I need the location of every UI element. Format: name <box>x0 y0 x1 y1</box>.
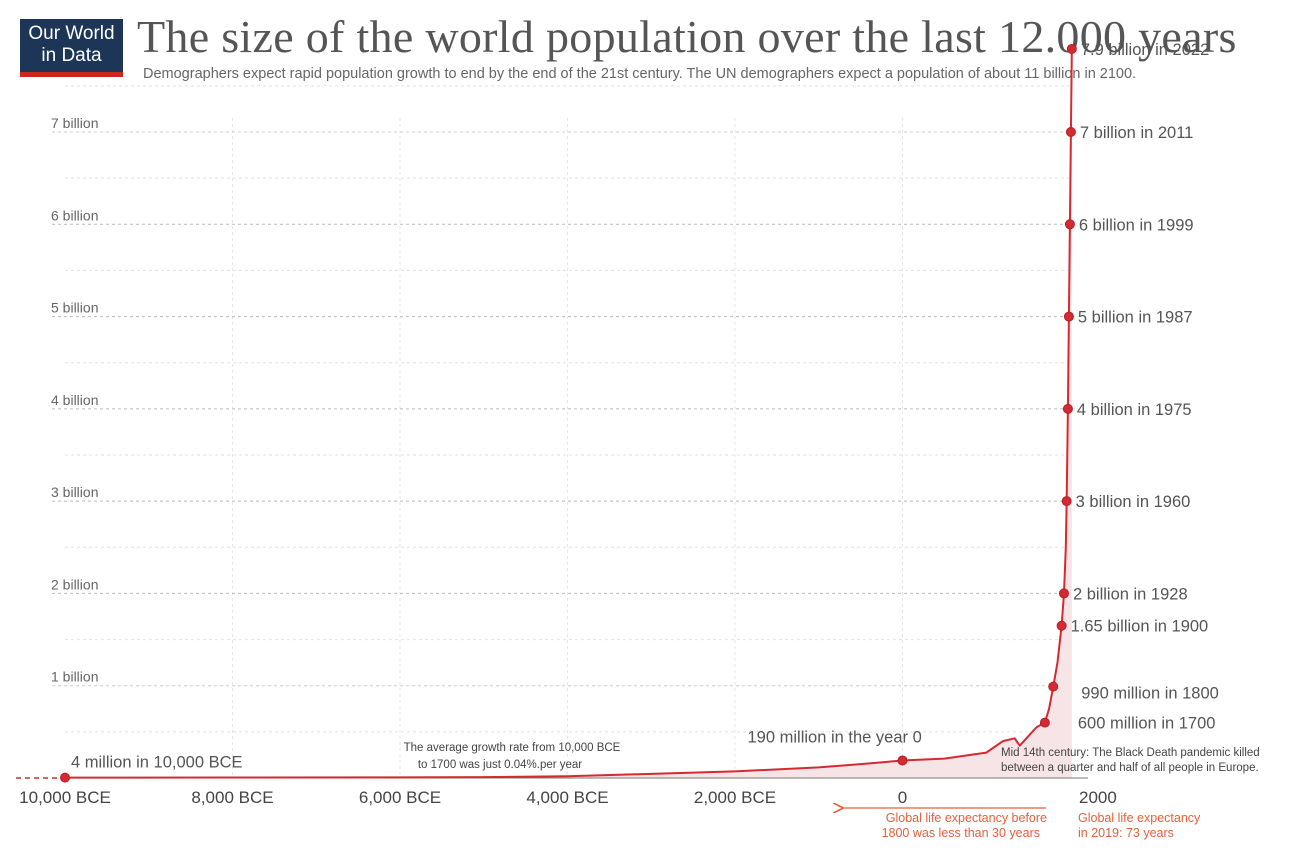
data-point-label: 600 million in 1700 <box>1078 715 1216 733</box>
data-point <box>1048 681 1059 692</box>
data-point-label: 190 million in the year 0 <box>748 728 922 746</box>
y-tick-label: 3 billion <box>51 484 98 500</box>
data-point <box>1058 588 1069 599</box>
x-tick-label: 6,000 BCE <box>359 788 441 807</box>
data-point-label: 1.65 billion in 1900 <box>1071 618 1209 636</box>
point-labels: 4 million in 10,000 BCE 190 million in th… <box>71 41 1219 772</box>
chart-title: The size of the world population over th… <box>137 11 1237 62</box>
series-line <box>64 48 1073 779</box>
y-tick-label: 4 billion <box>51 392 98 408</box>
growth-note-line-1: The average growth rate from 10,000 BCE <box>404 742 621 754</box>
x-tick-label: 10,000 BCE <box>19 788 111 807</box>
data-point <box>1039 717 1050 728</box>
data-point <box>1062 403 1073 414</box>
data-point-label: 2 billion in 1928 <box>1073 585 1188 603</box>
data-point <box>897 755 908 766</box>
y-tick-label: 1 billion <box>51 669 98 685</box>
x-tick-label: 2000 <box>1079 788 1117 807</box>
data-point <box>1063 311 1074 322</box>
logo-line-1: Our World <box>28 23 115 44</box>
data-point <box>1056 620 1067 631</box>
data-point-label: 3 billion in 1960 <box>1076 493 1191 511</box>
y-tick-label: 5 billion <box>51 300 98 316</box>
population-line <box>64 48 1073 779</box>
growth-note-line-2: to 1700 was just 0.04%.per year <box>418 759 582 771</box>
x-tick-label: 8,000 BCE <box>191 788 273 807</box>
data-point <box>1061 496 1072 507</box>
points <box>60 43 1077 783</box>
life-2019-line-1: Global life expectancy <box>1078 811 1201 825</box>
axes: 1 billion 2 billion 3 billion 4 billion 5 bi… <box>16 115 1117 807</box>
plague-note-line-2: between a quarter and half of all people… <box>1001 762 1259 774</box>
chart-subtitle: Demographers expect rapid population gro… <box>143 66 1137 82</box>
data-point <box>60 772 70 783</box>
y-tick-label: 2 billion <box>51 576 98 592</box>
data-point <box>1066 43 1077 54</box>
y-tick-label: 7 billion <box>51 115 98 131</box>
data-point-label: 7.9 billion in 2022 <box>1081 41 1209 59</box>
owid-logo: Our World in Data <box>20 19 123 77</box>
data-point-label: 4 billion in 1975 <box>1077 401 1192 419</box>
plague-note-line-1: Mid 14th century: The Black Death pandem… <box>1001 747 1260 759</box>
y-tick-label: 6 billion <box>51 207 98 223</box>
area-fill <box>65 48 1072 778</box>
annotations: The average growth rate from 10,000 BCE … <box>404 742 1260 840</box>
data-point-label: 4 million in 10,000 BCE <box>71 754 243 772</box>
data-point <box>1065 127 1076 137</box>
data-point-label: 7 billion in 2011 <box>1080 124 1193 142</box>
data-point-label: 6 billion in 1999 <box>1079 216 1194 234</box>
population-area <box>65 48 1072 778</box>
life-before-line-1: Global life expectancy before <box>886 811 1047 825</box>
life-2019-line-2: in 2019: 73 years <box>1078 826 1174 840</box>
data-point-label: 5 billion in 1987 <box>1078 309 1193 327</box>
grid <box>52 85 1070 778</box>
data-point-label: 990 million in 1800 <box>1081 685 1219 703</box>
x-tick-label: 4,000 BCE <box>526 788 608 807</box>
logo-line-2: in Data <box>41 45 102 66</box>
life-before-line-2: 1800 was less than 30 years <box>882 826 1040 840</box>
data-point <box>1064 219 1075 230</box>
x-tick-label: 2,000 BCE <box>694 788 776 807</box>
x-tick-label: 0 <box>898 788 907 807</box>
